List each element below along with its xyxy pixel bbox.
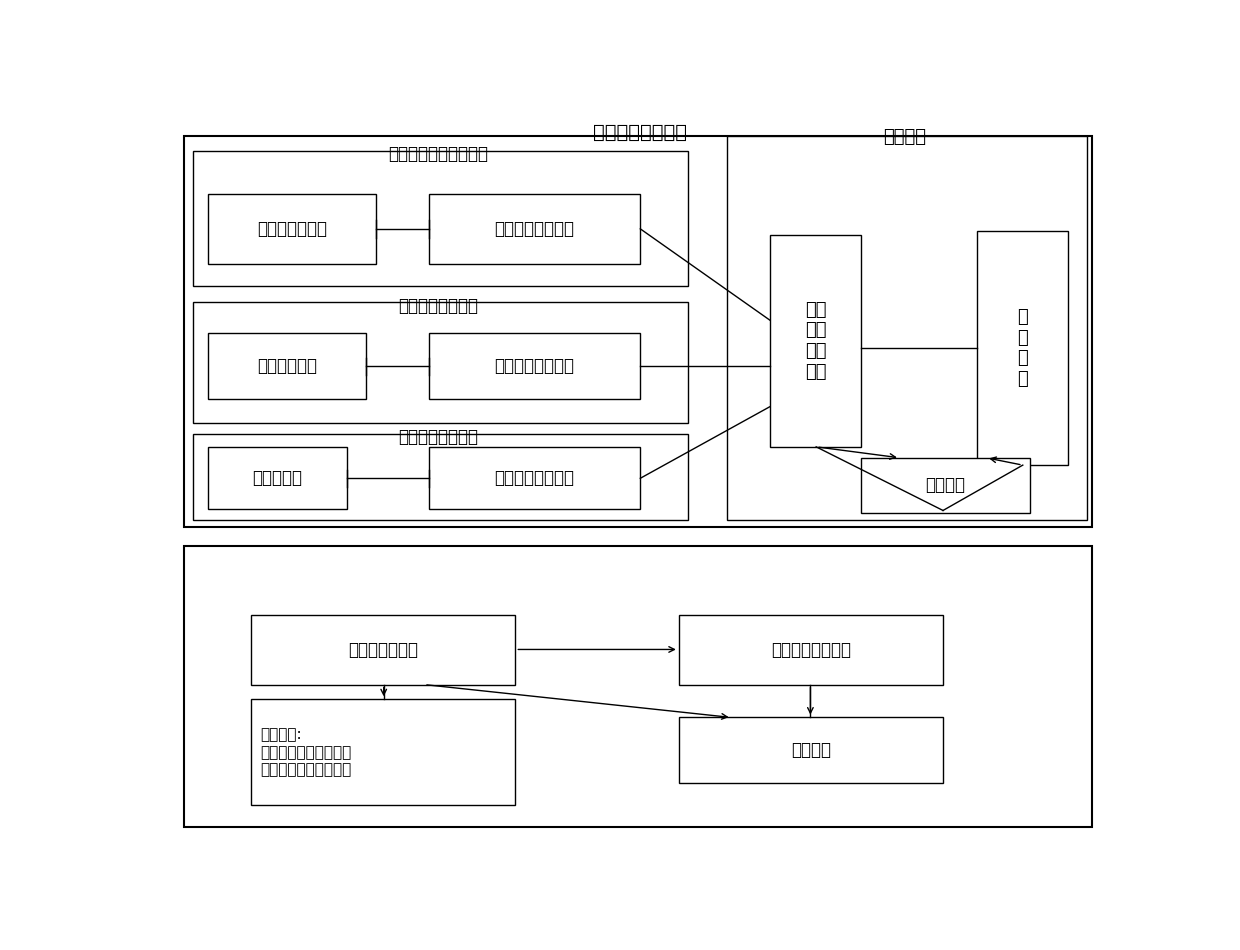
Text: 第五蓝牙通信模块: 第五蓝牙通信模块 [771,641,851,658]
Text: 第二蓝牙通信模块: 第二蓝牙通信模块 [495,357,574,375]
Text: 移动装置: 移动装置 [791,741,831,759]
Text: 第一蓝牙通信模块: 第一蓝牙通信模块 [495,220,574,238]
Text: 交互设备:
显示屏、语音模块、通
话模块、紧急报警模块: 交互设备: 显示屏、语音模块、通 话模块、紧急报警模块 [260,728,352,777]
Text: 体感温度传感器: 体感温度传感器 [257,220,327,238]
Text: 心率传感器子节点: 心率传感器子节点 [398,428,479,446]
Bar [250,615,516,685]
Bar [193,302,688,423]
Bar [678,717,942,784]
Bar [208,333,367,399]
Bar [862,458,1029,513]
Text: 第四
蓝牙
通信
模块: 第四 蓝牙 通信 模块 [805,300,826,381]
Bar [193,433,688,520]
Bar [977,231,1068,466]
Text: 电导率传感器: 电导率传感器 [257,357,317,375]
Text: 心率传感器: 心率传感器 [253,469,303,487]
Bar [193,151,688,286]
Bar [770,235,862,446]
Bar [208,446,347,509]
Bar [429,333,640,399]
Text: 体域网可穿戴设备: 体域网可穿戴设备 [593,123,687,142]
Bar [727,136,1087,520]
Bar [250,699,516,806]
Text: 汇聚节点: 汇聚节点 [883,127,926,145]
Bar [678,615,942,685]
Text: 汗液传感器子节点: 汗液传感器子节点 [398,296,479,314]
Bar [184,136,1092,527]
Bar [429,195,640,264]
Text: 电源模块: 电源模块 [925,476,966,494]
Text: 微
处
理
器: 微 处 理 器 [1017,308,1028,389]
Bar [208,195,376,264]
Text: 体感温度传感器子节点: 体感温度传感器子节点 [388,144,489,162]
Text: 分布式微处理器: 分布式微处理器 [348,641,418,658]
Bar [184,545,1092,827]
Text: 第三蓝牙通信模块: 第三蓝牙通信模块 [495,469,574,487]
Bar [429,446,640,509]
